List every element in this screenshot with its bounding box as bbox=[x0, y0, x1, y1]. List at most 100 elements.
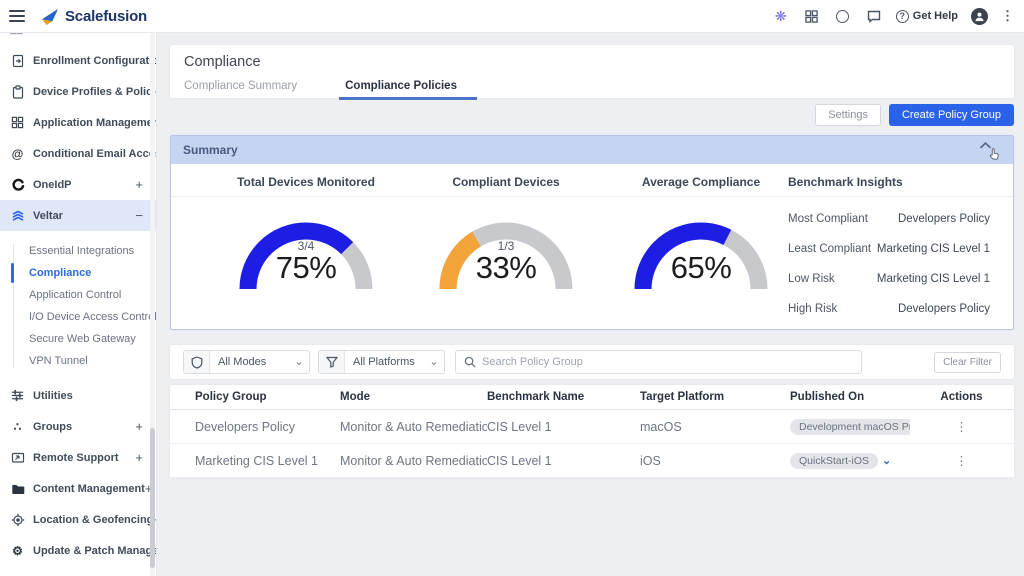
published-profile-badge[interactable]: Development macOS Profile bbox=[790, 419, 910, 435]
cell-mode: Monitor & Auto Remediation bbox=[340, 420, 487, 434]
row-actions-menu-icon[interactable]: ⋮ bbox=[910, 419, 1013, 434]
summary-panel: Summary Total Devices Monitored Complian… bbox=[170, 135, 1014, 330]
gauge-percent: 65% bbox=[631, 250, 771, 286]
table-row[interactable]: Developers Policy Monitor & Auto Remedia… bbox=[170, 410, 1014, 444]
crosshair-icon bbox=[10, 512, 25, 527]
create-policy-group-button[interactable]: Create Policy Group bbox=[889, 104, 1014, 126]
metric-label-benchmark-insights: Benchmark Insights bbox=[788, 175, 903, 189]
col-policy-group: Policy Group bbox=[170, 391, 340, 403]
hamburger-menu-icon[interactable] bbox=[9, 10, 25, 22]
metric-label-average-compliance: Average Compliance bbox=[606, 175, 796, 189]
sidebar-item-location-geofencing[interactable]: Location & Geofencing + bbox=[0, 504, 156, 535]
sidebar-item-utilities[interactable]: Utilities bbox=[0, 380, 156, 411]
clear-filter-button[interactable]: Clear Filter bbox=[934, 352, 1001, 373]
overflow-menu-icon[interactable]: ⋮ bbox=[1001, 8, 1014, 24]
sidebar-items: Enrollment Configurations + Device Profi… bbox=[0, 45, 156, 566]
brand-logo[interactable]: Scalefusion bbox=[40, 7, 147, 26]
apps-grid-icon[interactable] bbox=[803, 7, 821, 25]
sidebar-item-veltar[interactable]: Veltar − bbox=[0, 200, 156, 231]
sidebar-item-enrollment-configurations[interactable]: Enrollment Configurations + bbox=[0, 45, 156, 76]
refresh-icon[interactable] bbox=[834, 7, 852, 25]
gear-icon: ⚙ bbox=[10, 543, 25, 558]
top-bar: Scalefusion ❋ ? Get Help ⋮ bbox=[0, 0, 1024, 33]
sidebar-lower-items: Utilities ∴ Groups + Remote Support + bbox=[0, 380, 156, 566]
tablet-enroll-icon bbox=[10, 53, 25, 68]
platform-filter-dropdown[interactable]: All Platforms ⌄ bbox=[318, 350, 445, 374]
get-help-label: Get Help bbox=[913, 10, 958, 22]
remote-screen-icon bbox=[10, 450, 25, 465]
cell-policy-group: Developers Policy bbox=[170, 420, 340, 434]
sidebar-item-remote-support[interactable]: Remote Support + bbox=[0, 442, 156, 473]
sidebar-item-conditional-email-access[interactable]: @ Conditional Email Access bbox=[0, 138, 156, 169]
sidebar-item-device-profiles-policies[interactable]: Device Profiles & Policies + bbox=[0, 76, 156, 107]
row-actions-menu-icon[interactable]: ⋮ bbox=[910, 453, 1013, 468]
user-avatar[interactable] bbox=[971, 8, 988, 25]
expand-plus-icon[interactable]: + bbox=[135, 419, 146, 434]
search-input[interactable] bbox=[482, 356, 853, 368]
brand-name: Scalefusion bbox=[65, 8, 147, 25]
top-actions: ❋ ? Get Help ⋮ bbox=[772, 7, 1014, 25]
sidebar-item-application-management[interactable]: Application Management bbox=[0, 107, 156, 138]
summary-header[interactable]: Summary bbox=[171, 136, 1013, 164]
gauge-total-devices: 3/4 75% bbox=[236, 217, 376, 297]
chevron-down-icon: ⌄ bbox=[289, 351, 309, 373]
page-actions: Settings Create Policy Group bbox=[815, 104, 1014, 126]
folder-icon bbox=[10, 481, 25, 496]
summary-title: Summary bbox=[183, 143, 238, 157]
mode-filter-value: All Modes bbox=[210, 351, 289, 373]
gauge-percent: 75% bbox=[236, 250, 376, 286]
expand-plus-icon[interactable]: + bbox=[135, 177, 146, 192]
chat-icon[interactable] bbox=[865, 7, 883, 25]
cell-platform: iOS bbox=[640, 454, 790, 468]
published-profile-badge[interactable]: QuickStart-iOS bbox=[790, 453, 878, 469]
main-content: Compliance Compliance Summary Compliance… bbox=[158, 33, 1024, 576]
get-help-button[interactable]: ? Get Help bbox=[896, 10, 958, 23]
sliders-icon bbox=[10, 388, 25, 403]
cell-benchmark: CIS Level 1 bbox=[487, 420, 640, 434]
search-icon bbox=[464, 356, 476, 368]
sidebar-subitem-io-device-access-control[interactable]: I/O Device Access Control bbox=[0, 306, 156, 328]
sidebar-scrollbar-thumb[interactable] bbox=[150, 428, 155, 568]
mode-filter-dropdown[interactable]: All Modes ⌄ bbox=[183, 350, 310, 374]
policy-table: Policy Group Mode Benchmark Name Target … bbox=[170, 385, 1014, 478]
gauge-compliant-devices: 1/3 33% bbox=[436, 217, 576, 297]
col-published-on: Published On bbox=[790, 391, 910, 403]
insight-least-compliant: Least Compliant Marketing CIS Level 1 bbox=[788, 234, 990, 264]
tab-compliance-policies[interactable]: Compliance Policies bbox=[339, 76, 477, 100]
insight-most-compliant: Most Compliant Developers Policy bbox=[788, 204, 990, 234]
sidebar-subitem-compliance[interactable]: Compliance bbox=[0, 262, 156, 284]
veltar-submenu: Essential Integrations Compliance Applic… bbox=[0, 240, 156, 372]
oneidp-swoosh-icon bbox=[10, 177, 25, 192]
sidebar-item-content-management[interactable]: Content Management + bbox=[0, 473, 156, 504]
collapse-chevron-icon[interactable] bbox=[979, 141, 1001, 159]
scalefusion-logo-icon bbox=[40, 7, 59, 26]
help-question-icon: ? bbox=[896, 10, 909, 23]
at-sign-icon: @ bbox=[10, 146, 25, 161]
sidebar-item-groups[interactable]: ∴ Groups + bbox=[0, 411, 156, 442]
gauge-percent: 33% bbox=[436, 250, 576, 286]
collapse-minus-icon[interactable]: − bbox=[135, 208, 146, 223]
table-row[interactable]: Marketing CIS Level 1 Monitor & Auto Rem… bbox=[170, 444, 1014, 478]
platform-filter-value: All Platforms bbox=[345, 351, 424, 373]
sidebar-subitem-essential-integrations[interactable]: Essential Integrations bbox=[0, 240, 156, 262]
expand-plus-icon[interactable]: + bbox=[135, 450, 146, 465]
col-benchmark-name: Benchmark Name bbox=[487, 391, 640, 403]
veltar-layers-icon bbox=[10, 208, 25, 223]
cell-benchmark: CIS Level 1 bbox=[487, 454, 640, 468]
chevron-down-icon[interactable]: ⌄ bbox=[882, 454, 891, 467]
metric-label-compliant-devices: Compliant Devices bbox=[411, 175, 601, 189]
settings-button[interactable]: Settings bbox=[815, 104, 881, 126]
tab-bar: Compliance Summary Compliance Policies bbox=[184, 76, 1014, 100]
app-grid-icon bbox=[10, 115, 25, 130]
tab-compliance-summary[interactable]: Compliance Summary bbox=[184, 76, 311, 100]
funnel-icon bbox=[319, 351, 345, 373]
insight-low-risk: Low Risk Marketing CIS Level 1 bbox=[788, 264, 990, 294]
filter-bar: All Modes ⌄ All Platforms ⌄ Clear Filter bbox=[170, 345, 1014, 379]
policy-group-search[interactable] bbox=[455, 350, 862, 374]
sidebar-item-update-patch-management[interactable]: ⚙ Update & Patch Management + bbox=[0, 535, 156, 566]
ai-sparkle-icon[interactable]: ❋ bbox=[772, 7, 790, 25]
sidebar-item-oneidp[interactable]: OneIdP + bbox=[0, 169, 156, 200]
sidebar-subitem-vpn-tunnel[interactable]: VPN Tunnel bbox=[0, 350, 156, 372]
sidebar-subitem-application-control[interactable]: Application Control bbox=[0, 284, 156, 306]
sidebar-subitem-secure-web-gateway[interactable]: Secure Web Gateway bbox=[0, 328, 156, 350]
